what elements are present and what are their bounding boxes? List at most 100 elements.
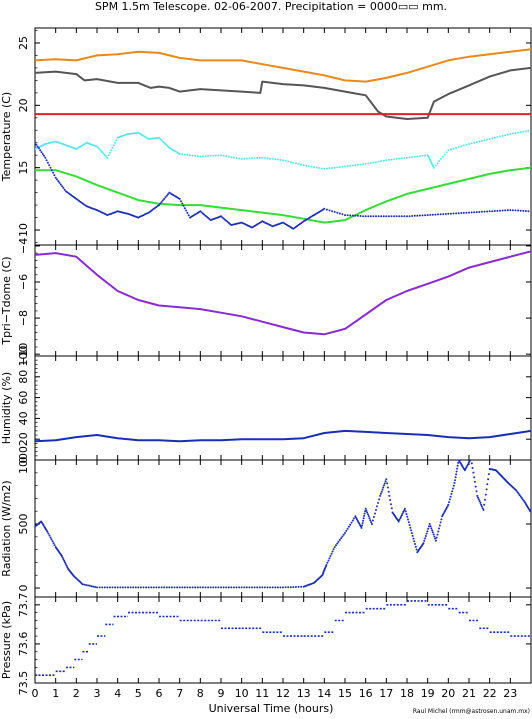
series-point-radiation-0 (388, 494, 391, 497)
series-point-radiation-0 (478, 500, 481, 503)
series-point-temperature-3 (349, 164, 352, 167)
x-tick-label: 0 (32, 687, 39, 700)
series-point-temperature-5 (186, 211, 189, 214)
series-point-temperature-3 (434, 164, 437, 167)
series-point-radiation-0 (354, 515, 357, 518)
series-point-radiation-0 (163, 586, 166, 589)
series-point-temperature-3 (186, 153, 189, 156)
series-point-radiation-0 (482, 508, 485, 511)
series-point-temperature-3 (524, 130, 527, 133)
series-point-radiation-0 (155, 586, 158, 589)
series-point-temperature-3 (194, 154, 197, 157)
series-line-tdiff-0 (35, 250, 531, 336)
series-point-radiation-0 (404, 510, 407, 513)
series-point-radiation-0 (191, 586, 194, 589)
credit-text: Raul Michel (rmm@astrosen.unam.mx) (413, 708, 530, 715)
series-point-temperature-3 (393, 158, 396, 161)
series-point-temperature-5 (325, 208, 328, 211)
series-point-temperature-3 (429, 158, 431, 161)
series-point-radiation-0 (372, 516, 375, 518)
series-point-radiation-0 (472, 471, 475, 474)
x-tick-label: 21 (462, 687, 476, 700)
series-point-temperature-5 (208, 218, 211, 220)
series-point-temperature-3 (491, 137, 494, 140)
series-point-radiation-0 (370, 521, 373, 524)
series-point-temperature-5 (478, 211, 481, 213)
series-point-radiation-0 (245, 586, 248, 589)
series-point-radiation-0 (300, 585, 303, 588)
series-point-temperature-3 (318, 167, 321, 169)
series-point-temperature-5 (369, 215, 372, 218)
series-point-temperature-3 (271, 157, 274, 160)
series-point-radiation-0 (96, 586, 98, 589)
series-point-radiation-0 (87, 584, 89, 587)
series-point-temperature-5 (375, 215, 377, 218)
series-point-radiation-0 (456, 464, 459, 467)
y-tick-label-pressure: 73.7 (17, 593, 30, 618)
series-point-radiation-0 (360, 526, 363, 529)
panel-frame-humidity (34, 355, 532, 461)
series-point-radiation-0 (48, 534, 51, 537)
series-point-radiation-0 (168, 586, 171, 589)
series-point-temperature-5 (158, 204, 160, 207)
series-point-radiation-0 (358, 522, 361, 525)
series-point-radiation-0 (353, 517, 355, 520)
series-point-radiation-0 (108, 586, 111, 589)
x-tick-label: 11 (255, 687, 269, 700)
series-point-radiation-0 (335, 544, 337, 547)
series-point-temperature-3 (276, 158, 279, 161)
series-point-temperature-5 (452, 212, 455, 215)
x-tick-label: 20 (441, 687, 455, 700)
series-point-temperature-5 (493, 210, 496, 212)
y-axis-label-temperature: Temperature (C) (0, 92, 13, 182)
series-point-radiation-0 (248, 586, 251, 589)
series-point-temperature-3 (406, 156, 408, 159)
x-tick-label: 10 (235, 687, 249, 700)
series-point-temperature-3 (441, 155, 444, 158)
series-point-radiation-0 (355, 518, 358, 521)
series-point-radiation-0 (434, 539, 437, 542)
series-point-radiation-0 (274, 586, 277, 589)
series-line-temperature-1 (35, 66, 531, 120)
series-point-radiation-0 (253, 586, 256, 589)
series-point-radiation-0 (204, 586, 207, 589)
y-tick-label-radiation: 500 (17, 514, 30, 535)
series-point-radiation-0 (410, 532, 413, 535)
series-point-temperature-3 (266, 157, 269, 160)
series-point-radiation-0 (520, 496, 523, 499)
y-tick-label-humidity: 20 (17, 432, 30, 446)
series-point-radiation-0 (201, 586, 204, 589)
series-point-radiation-0 (328, 557, 331, 560)
series-point-temperature-5 (408, 215, 411, 218)
series-point-radiation-0 (515, 489, 518, 492)
series-point-temperature-3 (189, 154, 191, 157)
series-point-temperature-3 (97, 146, 100, 149)
series-point-temperature-5 (36, 145, 39, 148)
series-point-temperature-3 (108, 151, 111, 154)
series-group-humidity (35, 429, 531, 443)
series-point-radiation-0 (438, 527, 440, 530)
series-point-temperature-3 (430, 162, 433, 164)
series-point-radiation-0 (414, 545, 417, 548)
series-line-temperature-0 (35, 48, 531, 83)
series-point-temperature-5 (40, 151, 43, 154)
series-point-temperature-5 (50, 169, 53, 172)
series-point-radiation-0 (325, 564, 328, 566)
series-point-radiation-0 (408, 524, 411, 526)
series-point-radiation-0 (432, 533, 435, 536)
series-point-radiation-0 (114, 586, 117, 589)
series-point-radiation-0 (480, 503, 483, 506)
series-point-temperature-3 (261, 156, 264, 159)
series-point-temperature-3 (163, 141, 166, 144)
series-point-temperature-5 (57, 180, 60, 183)
series-point-radiation-0 (263, 586, 266, 589)
series-point-temperature-5 (364, 215, 367, 218)
series-point-radiation-0 (371, 519, 374, 522)
series-point-temperature-5 (501, 209, 504, 212)
series-point-radiation-0 (81, 583, 84, 586)
series-group-radiation (35, 460, 531, 589)
series-point-radiation-0 (64, 561, 66, 564)
x-axis: 0 1 2 3 4 5 6 7 8 9 10 11 12 13 14 15 16 17 18 19 20 21 22 23 (32, 687, 518, 700)
series-point-radiation-0 (521, 498, 524, 501)
x-tick-label: 5 (135, 687, 142, 700)
